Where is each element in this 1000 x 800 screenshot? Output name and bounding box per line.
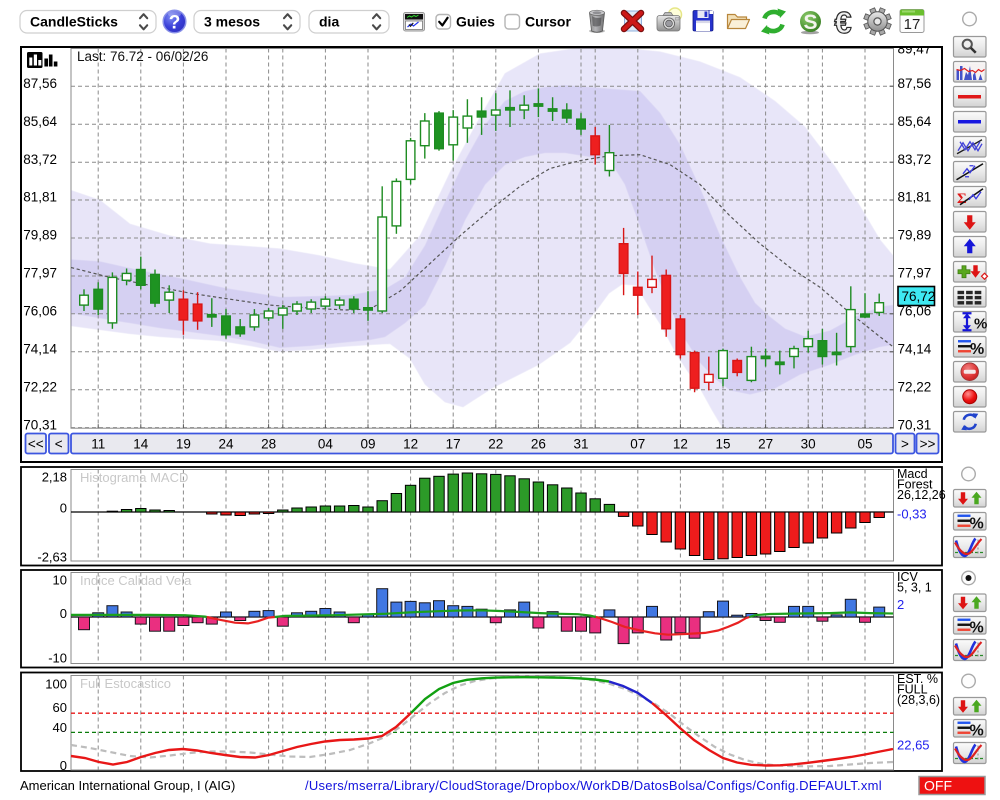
svg-text:30: 30 [801, 436, 816, 451]
svg-text:12: 12 [673, 436, 688, 451]
svg-text:FULL: FULL [897, 683, 928, 697]
svg-text:09: 09 [360, 436, 375, 451]
svg-text:dia: dia [319, 14, 339, 30]
svg-text:70,31: 70,31 [23, 417, 57, 432]
svg-text:81,81: 81,81 [898, 190, 932, 205]
svg-text:11: 11 [91, 436, 105, 451]
svg-text:83,72: 83,72 [898, 152, 932, 167]
svg-text:5, 3, 1: 5, 3, 1 [897, 581, 932, 595]
svg-text:0: 0 [60, 758, 67, 773]
svg-text:85,64: 85,64 [898, 114, 932, 129]
svg-text:70,31: 70,31 [898, 417, 932, 432]
svg-text:14: 14 [133, 436, 149, 451]
svg-text:15: 15 [715, 436, 730, 451]
svg-text:05: 05 [857, 436, 872, 451]
svg-text:CandleSticks: CandleSticks [30, 14, 118, 30]
svg-text:22,65: 22,65 [897, 738, 930, 753]
svg-text:72,22: 72,22 [898, 380, 932, 395]
svg-text:%: % [970, 515, 984, 532]
svg-text:79,89: 79,89 [898, 228, 932, 243]
svg-text:74,14: 74,14 [898, 342, 932, 357]
svg-text:(28,3,6): (28,3,6) [897, 693, 940, 707]
svg-text:-2,63: -2,63 [37, 550, 67, 565]
svg-text:27: 27 [758, 436, 773, 451]
svg-text:Σ: Σ [957, 191, 967, 207]
svg-text:85,64: 85,64 [23, 114, 57, 129]
svg-text:Forest: Forest [897, 478, 933, 492]
svg-text:-0,33: -0,33 [897, 507, 927, 522]
svg-text:74,14: 74,14 [23, 342, 57, 357]
svg-text:Guies: Guies [456, 14, 495, 30]
svg-text:Cursor: Cursor [525, 14, 571, 30]
svg-text:31: 31 [573, 436, 588, 451]
svg-text:72,22: 72,22 [23, 380, 57, 395]
svg-text:OFF: OFF [924, 778, 952, 794]
svg-text:Last: 76.72 - 06/02/26: Last: 76.72 - 06/02/26 [77, 49, 208, 64]
svg-text:76,06: 76,06 [23, 304, 57, 319]
svg-text:€: € [834, 5, 851, 40]
svg-text:77,97: 77,97 [23, 266, 57, 281]
svg-text:79,89: 79,89 [23, 228, 57, 243]
svg-text:26: 26 [531, 436, 546, 451]
svg-text:Indice Calidad Vela: Indice Calidad Vela [80, 573, 192, 588]
svg-text:07: 07 [630, 436, 645, 451]
svg-text:76,06: 76,06 [898, 304, 932, 319]
svg-text:American International Group,: American International Group, I (AIG) [20, 778, 235, 793]
svg-text:Macd: Macd [897, 467, 928, 481]
svg-text:100: 100 [45, 677, 67, 692]
svg-text:%: % [970, 722, 984, 739]
svg-text:87,56: 87,56 [898, 76, 932, 91]
svg-text:%: % [974, 315, 987, 332]
svg-text:Histograma MACD: Histograma MACD [80, 470, 188, 485]
svg-text:24: 24 [218, 436, 234, 451]
svg-text:28: 28 [261, 436, 276, 451]
svg-text:/Users/mserra/Library/CloudSto: /Users/mserra/Library/CloudStorage/Dropb… [305, 778, 882, 793]
svg-text:<<: << [28, 436, 44, 451]
svg-text:>: > [901, 436, 909, 451]
svg-text:%: % [970, 341, 984, 358]
svg-text:3 mesos: 3 mesos [204, 14, 260, 30]
svg-text:<: < [55, 436, 63, 451]
svg-text:12: 12 [403, 436, 418, 451]
svg-text:10: 10 [53, 573, 67, 588]
svg-text:0: 0 [60, 606, 67, 621]
svg-text:ICV: ICV [897, 570, 919, 584]
svg-text:Full Estocastico: Full Estocastico [80, 676, 171, 691]
svg-text:2: 2 [897, 597, 904, 612]
svg-text:?: ? [169, 13, 181, 34]
svg-text:17: 17 [904, 16, 921, 33]
svg-text:04: 04 [318, 436, 334, 451]
svg-text:60: 60 [53, 700, 67, 715]
svg-text:22: 22 [488, 436, 503, 451]
svg-text:>>: >> [920, 436, 936, 451]
svg-text:76,72: 76,72 [902, 289, 936, 304]
svg-text:83,72: 83,72 [23, 152, 57, 167]
svg-text:EST. %: EST. % [897, 672, 938, 686]
svg-text:0: 0 [60, 501, 67, 516]
svg-text:%: % [970, 619, 984, 636]
svg-text:77,97: 77,97 [898, 266, 932, 281]
svg-text:19: 19 [176, 436, 191, 451]
svg-text:-10: -10 [48, 651, 67, 666]
svg-text:26,12,26: 26,12,26 [897, 488, 946, 502]
svg-text:81,81: 81,81 [23, 190, 57, 205]
svg-text:17: 17 [446, 436, 461, 451]
svg-text:87,56: 87,56 [23, 76, 57, 91]
svg-text:S: S [803, 11, 817, 34]
svg-text:2,18: 2,18 [42, 470, 67, 485]
svg-text:40: 40 [53, 720, 67, 735]
